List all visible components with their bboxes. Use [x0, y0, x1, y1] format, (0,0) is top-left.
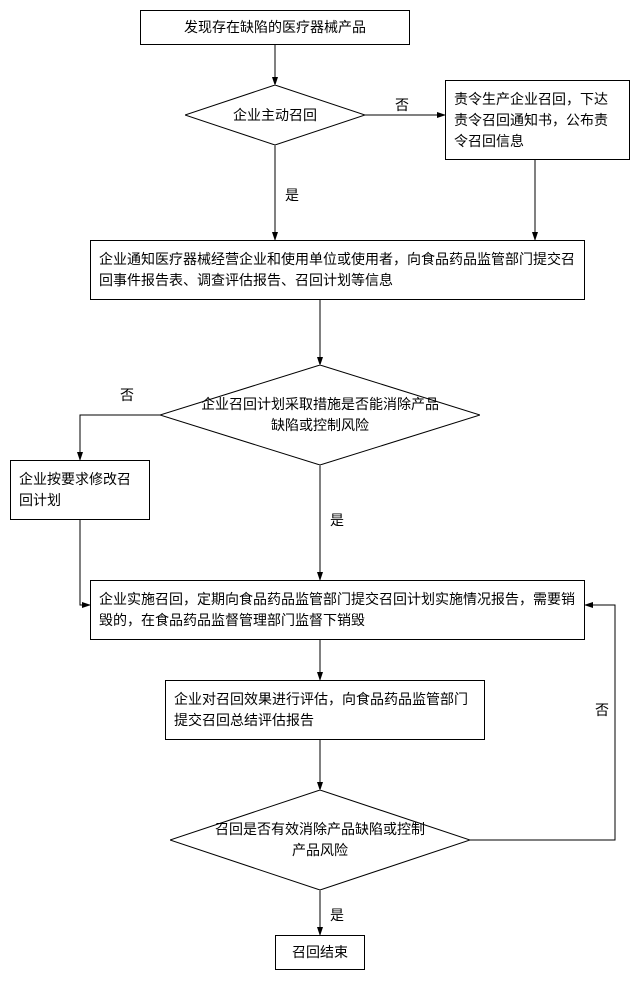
node-start: 发现存在缺陷的医疗器械产品: [140, 10, 410, 45]
d2-text: 企业召回计划采取措施是否能消除产品缺陷或控制风险: [200, 394, 440, 436]
evaluate-text: 企业对召回效果进行评估，向食品药品监管部门提交召回总结评估报告: [174, 689, 476, 731]
node-decision-recall-effective: 召回是否有效消除产品缺陷或控制产品风险: [170, 790, 470, 890]
label-d3-yes: 是: [330, 905, 344, 925]
order-text: 责令生产企业召回，下达责令召回通知书，公布责令召回信息: [454, 89, 621, 152]
node-start-text: 发现存在缺陷的医疗器械产品: [184, 17, 366, 38]
end-text: 召回结束: [292, 942, 348, 963]
label-d1-yes: 是: [285, 185, 299, 205]
label-d2-no: 否: [120, 385, 134, 405]
node-evaluate: 企业对召回效果进行评估，向食品药品监管部门提交召回总结评估报告: [165, 680, 485, 740]
d1-text: 企业主动召回: [233, 105, 317, 126]
implement-text: 企业实施召回，定期向食品药品监管部门提交召回计划实施情况报告，需要销毁的，在食品…: [99, 589, 576, 631]
node-implement: 企业实施召回，定期向食品药品监管部门提交召回计划实施情况报告，需要销毁的，在食品…: [90, 580, 585, 640]
node-revise-plan: 企业按要求修改召回计划: [10, 460, 150, 520]
node-decision-plan-effective: 企业召回计划采取措施是否能消除产品缺陷或控制风险: [160, 365, 480, 465]
label-d1-no: 否: [395, 95, 409, 115]
revise-text: 企业按要求修改召回计划: [19, 469, 141, 511]
label-d3-no: 否: [595, 700, 609, 720]
d3-text: 召回是否有效消除产品缺陷或控制产品风险: [210, 819, 430, 861]
node-notify: 企业通知医疗器械经营企业和使用单位或使用者，向食品药品监管部门提交召回事件报告表…: [90, 240, 585, 300]
node-order-recall: 责令生产企业召回，下达责令召回通知书，公布责令召回信息: [445, 80, 630, 160]
node-decision-voluntary: 企业主动召回: [185, 85, 365, 145]
label-d2-yes: 是: [330, 510, 344, 530]
notify-text: 企业通知医疗器械经营企业和使用单位或使用者，向食品药品监管部门提交召回事件报告表…: [99, 249, 576, 291]
node-end: 召回结束: [275, 935, 365, 970]
